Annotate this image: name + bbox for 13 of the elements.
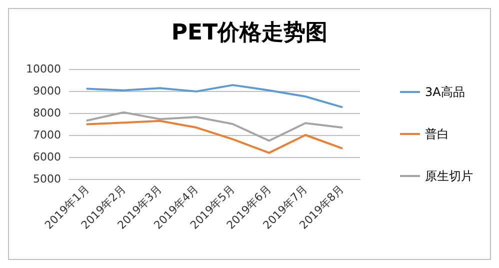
y-tick-label: 10000 <box>26 62 61 76</box>
y-tick-label: 7000 <box>33 128 61 142</box>
line-series <box>86 111 343 142</box>
legend-label: 3A高品 <box>425 85 465 99</box>
legend-label: 原生切片 <box>425 169 473 183</box>
y-tick-label: 9000 <box>33 84 61 98</box>
y-tick-label: 6000 <box>33 150 61 164</box>
y-tick-label: 5000 <box>33 172 61 186</box>
y-tick-label: 8000 <box>33 106 61 120</box>
legend-label: 普白 <box>425 127 449 141</box>
line-series <box>86 120 343 154</box>
line-series <box>86 84 343 108</box>
chart-title: PET价格走势图 <box>171 20 328 46</box>
